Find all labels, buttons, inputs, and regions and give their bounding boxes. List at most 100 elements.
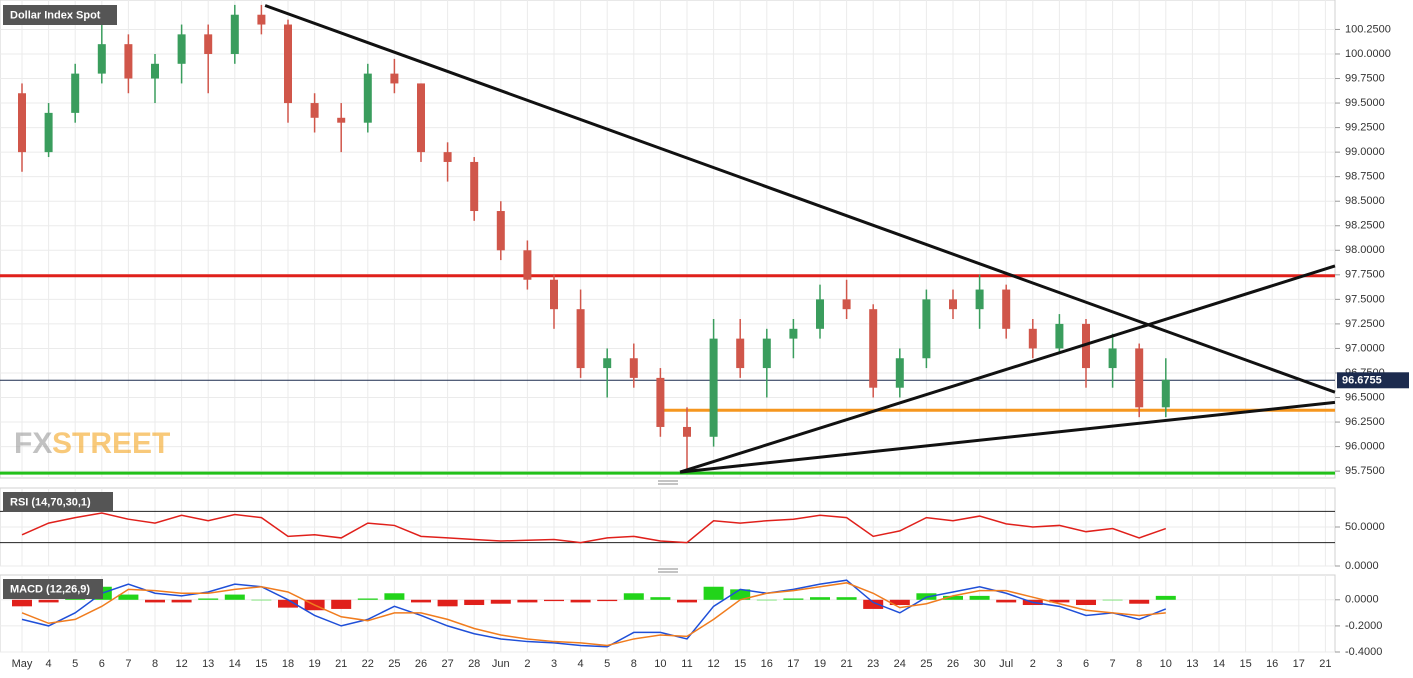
x-tick-label: 24 [894,658,906,670]
trendline [679,264,1336,474]
last-price-box [1337,372,1409,389]
candle-body [736,338,745,369]
candle-body [496,211,505,251]
x-tick-label: 19 [814,658,826,670]
x-tick-label: 6 [1083,658,1089,670]
x-tick-label: Jul [999,658,1013,670]
x-tick-label: 6 [99,658,105,670]
candle-body [922,299,931,359]
x-tick-label: 21 [335,658,347,670]
candle-body [683,426,691,437]
macd-histogram-bar [1129,599,1150,604]
x-tick-label: 16 [761,658,773,670]
macd-histogram-bar [224,594,245,600]
candle-body [656,377,665,427]
macd-histogram-bar [836,597,857,600]
candle-body [523,250,532,280]
x-tick-label: 19 [308,658,320,670]
logo-street: STREET [52,427,170,460]
macd-title-box [3,579,103,599]
x-tick-label: 12 [707,658,719,670]
macd-histogram-bar [943,595,963,600]
candle-body [124,44,133,79]
x-tick-label: 5 [72,658,78,670]
candle-body [949,299,957,310]
signal-line [21,582,1166,647]
candle-body [576,309,585,369]
macd-histogram-bar [517,599,538,603]
candle-body [895,358,904,388]
x-tick-label: May [12,658,33,670]
macd-histogram-bar [437,599,458,607]
macd-histogram-bar [278,599,298,608]
title-box [3,5,117,25]
candle-body [71,73,80,113]
y-tick-label: 96.0000 [1345,440,1385,452]
x-tick-label: 26 [947,658,959,670]
candle-body [550,279,558,310]
candle-body [762,338,771,369]
macd-histogram-bar [597,599,618,602]
x-tick-label: 4 [46,658,52,670]
macd-histogram-bar [756,599,777,601]
resize-handle[interactable] [658,480,678,485]
macd-histogram-bar [384,593,405,600]
y-tick-label: 99.0000 [1345,146,1385,158]
macd-histogram-bar [1049,599,1070,603]
chart-title: Dollar Index Spot [10,9,101,21]
macd-histogram-bar [703,586,724,600]
candle-body [417,83,425,153]
trendline [264,4,1336,394]
candle-body [1002,289,1011,329]
x-tick-label: 7 [1110,658,1116,670]
y-tick-label: 100.0000 [1345,48,1391,60]
x-tick-label: 28 [468,658,480,670]
y-tick-label: 97.7500 [1345,269,1385,281]
candle-body [390,73,399,84]
macd-line [21,579,1167,648]
y-tick-label: 97.5000 [1345,293,1385,305]
candle-body [284,24,292,104]
candle-body [1082,323,1090,369]
y-tick-label: 99.7500 [1345,72,1385,84]
x-tick-label: 27 [441,658,453,670]
x-tick-label: 18 [282,658,294,670]
candle-body [603,358,612,369]
candle-body [204,34,213,54]
x-tick-label: 2 [524,658,530,670]
x-tick-label: 10 [654,658,666,670]
macd-histogram-bar [118,594,139,600]
macd-histogram-bar [996,599,1017,603]
candle-body [975,289,984,310]
candle-body [789,328,798,339]
macd-histogram-bar [783,598,804,600]
y-tick-label: 97.2500 [1345,318,1385,330]
x-tick-label: 21 [840,658,852,670]
logo: FX STREET [14,427,170,460]
candle-body [337,117,346,123]
x-tick-label: 14 [1213,658,1225,670]
macd-histogram-bar [889,599,910,606]
rsi-line [21,512,1167,544]
candle-body [1135,348,1144,408]
y-tick-label: 99.2500 [1345,122,1385,134]
x-tick-label: 8 [152,658,158,670]
macd-histogram-bar [145,599,165,603]
candle-body [816,299,824,329]
macd-histogram-bar [12,599,32,607]
macd-histogram-bar [969,595,990,600]
macd-histogram-bar [570,599,591,603]
macd-histogram-bar [863,599,884,609]
x-tick-label: 13 [1186,658,1198,670]
x-tick-label: 15 [255,658,267,670]
candle-body [443,152,452,162]
resize-handle[interactable] [658,568,678,573]
x-tick-label: 2 [1030,658,1036,670]
macd-histogram-bar [623,593,644,600]
candle-body [709,338,718,437]
y-tick-label: 99.5000 [1345,97,1385,109]
y-tick-label: 0.0000 [1345,594,1379,606]
y-tick-label: 50.0000 [1345,521,1385,533]
x-tick-label: 4 [578,658,584,670]
